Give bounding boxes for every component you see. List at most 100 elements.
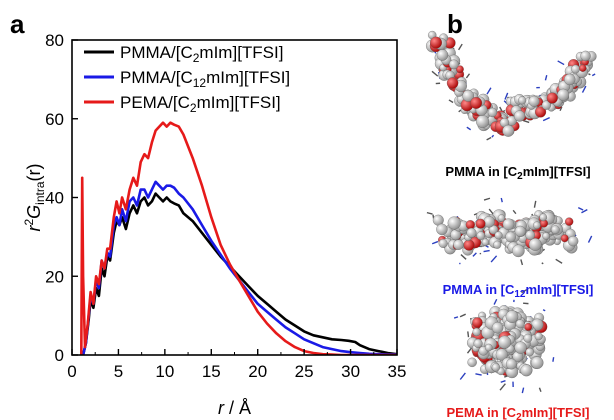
bond — [431, 240, 439, 245]
bond — [426, 211, 433, 215]
carbon-atom — [494, 231, 503, 240]
carbon-atom — [557, 88, 570, 101]
bond — [448, 99, 454, 104]
bond — [538, 387, 542, 392]
carbon-atom — [567, 235, 579, 247]
panel-a-label: a — [10, 9, 25, 39]
x-label-var: r — [218, 398, 225, 418]
carbon-atom — [505, 310, 519, 323]
bond — [521, 289, 527, 294]
bond — [588, 73, 591, 76]
carbon-atom — [515, 319, 525, 329]
bond — [542, 309, 546, 312]
carbon-atom — [502, 124, 515, 137]
bond — [504, 92, 509, 100]
series-layer — [80, 121, 397, 355]
bond — [581, 85, 587, 93]
carbon-atom — [528, 95, 540, 107]
bond — [533, 200, 537, 208]
legend-text-sub: 2 — [193, 51, 200, 65]
carbon-atom — [551, 225, 560, 235]
x-label-unit: / Å — [224, 398, 251, 418]
carbon-atom — [473, 338, 483, 348]
snapshot-captions: PMMA in [C2mIm][TFSI]PMMA in [C12mIm][TF… — [443, 164, 594, 420]
x-tick-label: 20 — [248, 362, 267, 381]
carbon-atom — [514, 341, 527, 354]
bond — [499, 106, 503, 112]
x-tick-label: 0 — [67, 362, 76, 381]
oxygen-atom — [564, 217, 574, 226]
y-label-part-1: r — [24, 225, 44, 232]
bond — [500, 380, 506, 383]
carbon-atom — [436, 49, 449, 61]
carbon-atom — [487, 107, 498, 118]
polymer-snapshot-3-image — [453, 289, 555, 394]
carbon-atom — [483, 216, 495, 228]
y-tick-label: 20 — [45, 267, 64, 286]
carbon-atom — [495, 348, 508, 361]
bond — [490, 255, 498, 263]
legend-text-sub: 12 — [193, 76, 207, 90]
snapshot-caption-3: PEMA in [C2mIm][TFSI] — [446, 405, 589, 420]
bond — [500, 197, 503, 203]
bond — [459, 372, 466, 380]
oxygen-atom — [472, 317, 483, 328]
carbon-atom — [542, 232, 550, 240]
legend-text-pre: PEMA/[C — [120, 93, 190, 112]
oxygen-atom — [560, 234, 569, 243]
carbon-atom — [472, 327, 481, 337]
legend-text-pre: PMMA/[C — [120, 43, 193, 62]
plot-frame — [71, 39, 398, 356]
carbon-atom — [518, 96, 527, 105]
bond — [542, 116, 550, 122]
oxygen-atom — [470, 97, 483, 109]
polymer-snapshot-1-image — [425, 30, 597, 141]
y-label-part-5: (r) — [24, 163, 44, 181]
bond — [458, 109, 462, 113]
bond — [475, 373, 482, 376]
carbon-atom — [476, 231, 486, 240]
axis-ticks: 0 5 10 15 20 25 30 35 0 20 40 60 80 — [45, 31, 406, 381]
x-tick-label: 5 — [114, 362, 123, 381]
bond — [557, 60, 565, 66]
legend-label-2: PMMA/[C12mIm][TFSI] — [120, 68, 290, 90]
oxygen-atom — [579, 64, 587, 72]
bond — [520, 259, 524, 266]
carbon-atom — [505, 358, 517, 370]
snapshot-caption-2: PMMA in [C12mIm][TFSI] — [443, 282, 594, 300]
bond — [458, 43, 463, 51]
carbon-atom — [564, 73, 576, 86]
bond — [555, 258, 563, 264]
caption-sub: 2 — [517, 171, 523, 182]
y-tick-label: 40 — [45, 189, 64, 208]
bond — [465, 73, 471, 79]
bond — [486, 87, 492, 95]
series-line-3 — [80, 121, 397, 355]
molecule-panel: PMMA in [C2mIm][TFSI]PMMA in [C12mIm][TF… — [425, 30, 597, 420]
bond — [453, 316, 459, 319]
oxygen-atom — [546, 92, 558, 104]
carbon-atom — [539, 213, 548, 222]
bond — [521, 387, 525, 394]
bond — [459, 313, 466, 318]
bond — [460, 254, 467, 260]
y-label-part-4: intra — [33, 181, 47, 205]
carbon-atom — [491, 363, 500, 372]
caption-post: mIm][TFSI] — [525, 282, 593, 297]
carbon-atom — [530, 356, 544, 369]
oxygen-atom — [446, 77, 459, 89]
carbon-atom — [448, 59, 459, 70]
oxygen-atom — [475, 218, 486, 229]
legend-label-1: PMMA/[C2mIm][TFSI] — [120, 43, 283, 65]
carbon-atom — [523, 333, 533, 343]
oxygen-atom — [463, 239, 475, 251]
caption-post: mIm][TFSI] — [522, 405, 590, 420]
carbon-atom — [513, 110, 526, 122]
carbon-atom — [467, 357, 477, 368]
caption-sub: 2 — [516, 412, 522, 420]
bond — [431, 70, 439, 77]
series-line-1 — [81, 192, 397, 355]
carbon-atom — [436, 223, 448, 236]
carbon-atom — [571, 64, 580, 74]
